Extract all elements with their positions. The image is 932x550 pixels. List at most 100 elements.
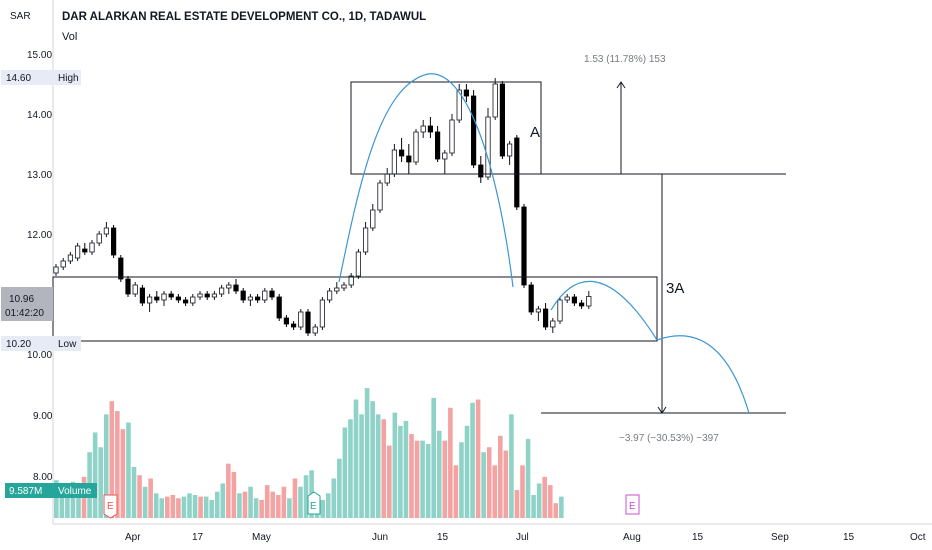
candle bbox=[226, 282, 232, 294]
volume-bar bbox=[131, 466, 137, 518]
volume-bar bbox=[209, 499, 214, 518]
candle bbox=[190, 294, 196, 306]
svg-text:E: E bbox=[629, 501, 636, 512]
volume-bar bbox=[414, 440, 420, 518]
measure-down-arrowhead bbox=[657, 406, 667, 414]
volume-bar bbox=[54, 480, 59, 518]
x-tick: 15 bbox=[692, 532, 704, 543]
volume-bar bbox=[242, 491, 248, 518]
candle bbox=[247, 294, 253, 306]
candle bbox=[485, 108, 491, 180]
volume-bar bbox=[153, 493, 159, 518]
candle-body bbox=[211, 293, 217, 298]
candle bbox=[175, 294, 181, 303]
volume-bar bbox=[436, 430, 442, 518]
candle bbox=[276, 294, 282, 321]
volume-bar bbox=[370, 401, 375, 518]
current-price-label: 10.96 01:42:20 bbox=[1, 287, 53, 321]
volume-bar bbox=[420, 440, 425, 518]
candle-body bbox=[485, 116, 491, 178]
candle-body bbox=[240, 290, 246, 301]
volume-bar bbox=[481, 452, 486, 518]
volume-bar bbox=[536, 483, 542, 518]
candle-body bbox=[204, 293, 210, 298]
candle-body bbox=[370, 209, 376, 229]
volume-bar bbox=[264, 485, 270, 518]
volume-bar bbox=[214, 491, 220, 518]
volume-bar bbox=[226, 463, 231, 518]
candle bbox=[377, 180, 383, 213]
candle-body bbox=[586, 295, 592, 307]
candle bbox=[506, 141, 513, 165]
earnings-marker-1[interactable]: E bbox=[103, 494, 118, 519]
candle-body bbox=[506, 143, 513, 157]
candle-body bbox=[60, 260, 66, 268]
volume-bar bbox=[531, 494, 536, 518]
candle bbox=[154, 291, 160, 303]
volume-bar bbox=[359, 414, 364, 518]
x-axis-ticks: Apr 17 May Jun 15 Jul Aug 15 Sep 15 Oct bbox=[125, 532, 926, 543]
candle bbox=[420, 120, 426, 138]
indicator-label[interactable]: Vol bbox=[62, 31, 78, 43]
volume-bar bbox=[220, 483, 226, 518]
candle-body bbox=[427, 125, 434, 133]
volume-bar bbox=[298, 486, 303, 518]
volume-bar bbox=[486, 447, 492, 518]
candle-body bbox=[348, 275, 354, 286]
earnings-marker-2[interactable]: E bbox=[307, 491, 321, 515]
volume-bar bbox=[459, 442, 464, 518]
candle bbox=[406, 144, 412, 174]
candle bbox=[118, 255, 124, 282]
candle-body bbox=[355, 251, 362, 277]
price-unit-label: SAR bbox=[10, 11, 31, 22]
candle-body bbox=[82, 248, 88, 253]
candle-body bbox=[377, 182, 383, 211]
volume-bar bbox=[375, 414, 381, 518]
volume-bar bbox=[181, 496, 187, 518]
candle-body bbox=[168, 293, 174, 298]
volume-bar bbox=[231, 471, 237, 518]
candle bbox=[146, 294, 153, 312]
volume-bar bbox=[364, 388, 370, 518]
candle bbox=[564, 294, 570, 303]
candle-body bbox=[67, 254, 73, 262]
arc-curve-1 bbox=[338, 73, 514, 288]
volume-bar bbox=[331, 478, 337, 518]
volume-bar bbox=[270, 491, 276, 518]
chart-title: DAR ALARKAN REAL ESTATE DEVELOPMENT CO.,… bbox=[62, 11, 427, 23]
volume-bar bbox=[520, 465, 525, 518]
candle-body bbox=[118, 257, 124, 280]
candle bbox=[89, 240, 95, 255]
candle bbox=[384, 168, 390, 186]
candle bbox=[348, 273, 354, 288]
candle bbox=[463, 84, 470, 102]
x-tick: Oct bbox=[910, 532, 926, 543]
candle bbox=[298, 309, 304, 330]
candle-body bbox=[111, 227, 117, 256]
candle bbox=[521, 204, 527, 288]
x-tick: 15 bbox=[437, 532, 449, 543]
volume-bar bbox=[259, 499, 264, 518]
earnings-marker-3[interactable]: E bbox=[625, 494, 640, 515]
low-price-label: 10.20 Low bbox=[1, 336, 81, 351]
candle-body bbox=[226, 284, 232, 289]
volume-bar bbox=[320, 499, 325, 518]
box-a-rectangle[interactable] bbox=[350, 81, 542, 175]
volume-bar bbox=[126, 422, 131, 518]
candle bbox=[579, 300, 585, 309]
volume-bar bbox=[137, 475, 142, 518]
x-tick: May bbox=[252, 532, 271, 543]
range-box-rectangle[interactable] bbox=[52, 276, 658, 342]
candle-body bbox=[190, 296, 196, 304]
x-tick: Jul bbox=[516, 532, 529, 543]
box-a-label: A bbox=[530, 124, 540, 141]
volume-bar bbox=[59, 486, 65, 518]
volume-bar bbox=[342, 427, 348, 518]
y-tick: 15.00 bbox=[27, 50, 52, 61]
volume-bar bbox=[92, 432, 98, 518]
volume-bar bbox=[464, 425, 470, 518]
candle-body bbox=[283, 317, 290, 325]
candle-body bbox=[528, 284, 534, 313]
candle bbox=[427, 117, 434, 138]
